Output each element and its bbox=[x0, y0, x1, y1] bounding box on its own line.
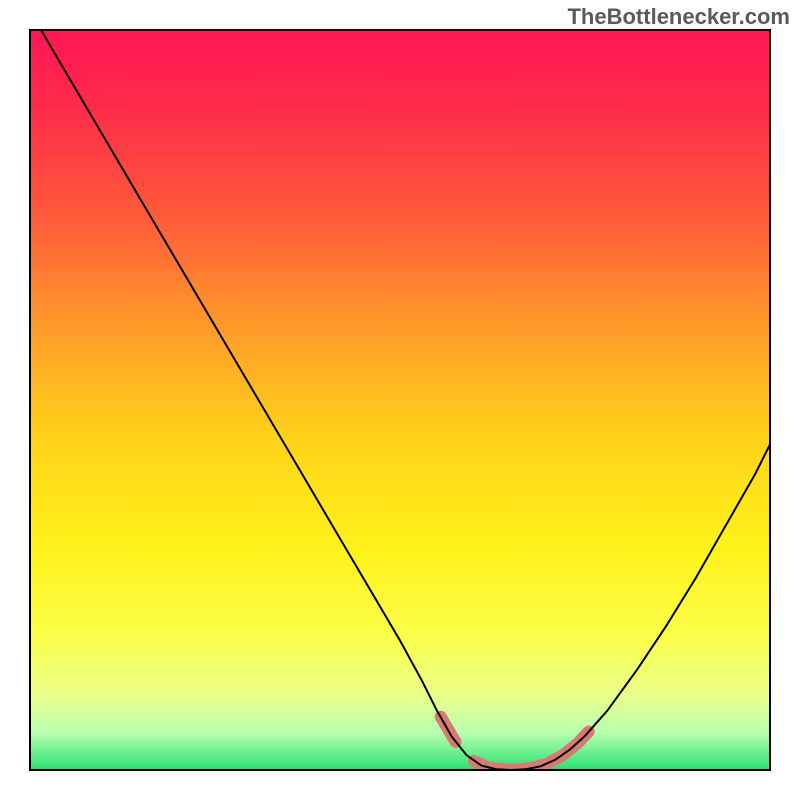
chart-container: TheBottlenecker.com bbox=[0, 0, 800, 800]
gradient-background bbox=[30, 30, 770, 770]
chart-svg bbox=[0, 0, 800, 800]
watermark-text: TheBottlenecker.com bbox=[567, 4, 790, 30]
